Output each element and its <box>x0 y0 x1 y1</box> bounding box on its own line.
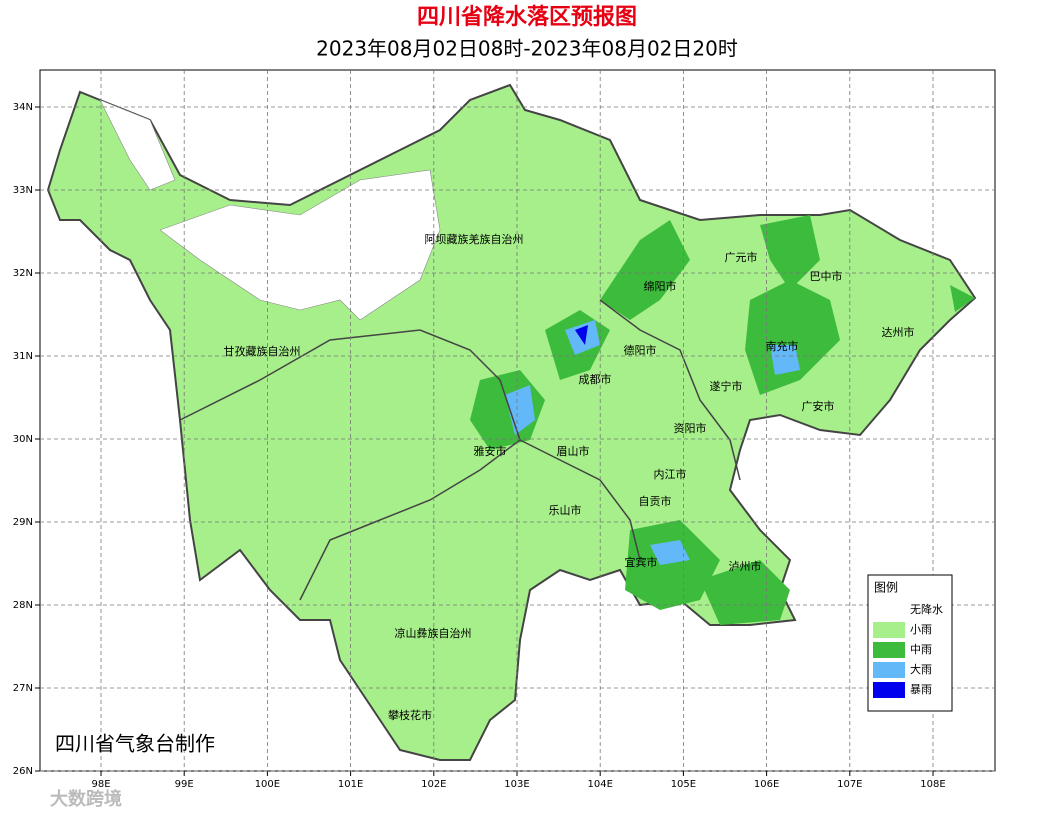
lat-label: 26N <box>13 766 33 777</box>
region-label: 攀枝花市 <box>388 708 432 722</box>
region-label: 绵阳市 <box>644 279 677 293</box>
lat-label: 28N <box>13 600 33 611</box>
credit: 四川省气象台制作 <box>55 732 215 756</box>
lon-label: 99E <box>175 779 194 790</box>
legend-swatch <box>873 662 905 678</box>
lat-label: 29N <box>13 517 33 528</box>
lat-label: 31N <box>13 351 33 362</box>
watermark: 大数跨境 <box>50 788 122 810</box>
legend-label: 无降水 <box>910 602 943 616</box>
lon-label: 108E <box>920 779 945 790</box>
region-label: 广元市 <box>725 250 758 264</box>
region-label: 甘孜藏族自治州 <box>224 344 301 358</box>
lat-label: 34N <box>13 102 33 113</box>
legend-swatch <box>873 682 905 698</box>
region-label: 宜宾市 <box>625 555 658 569</box>
lon-label: 104E <box>587 779 612 790</box>
region-label: 自贡市 <box>639 494 672 508</box>
lon-label: 106E <box>754 779 779 790</box>
region-label: 遂宁市 <box>710 379 743 393</box>
lon-label: 102E <box>421 779 446 790</box>
region-label: 泸州市 <box>729 559 762 573</box>
title: 四川省降水落区预报图 <box>417 5 637 30</box>
legend-swatch <box>873 642 905 658</box>
province-shape <box>46 83 977 761</box>
lon-label: 105E <box>671 779 696 790</box>
lon-label: 103E <box>504 779 529 790</box>
region-label: 南充市 <box>766 339 799 353</box>
lat-label: 32N <box>13 268 33 279</box>
region-label: 德阳市 <box>624 343 657 357</box>
region-label: 资阳市 <box>674 421 707 435</box>
region-label: 广安市 <box>802 399 835 413</box>
subtitle: 2023年08月02日08时-2023年08月02日20时 <box>316 37 738 61</box>
legend-label: 小雨 <box>910 623 932 636</box>
lon-label: 100E <box>255 779 280 790</box>
region-label: 内江市 <box>654 467 687 481</box>
region-label: 达州市 <box>882 325 915 339</box>
legend-label: 中雨 <box>910 643 932 656</box>
legend-label: 大雨 <box>910 662 932 676</box>
legend-swatch <box>873 602 905 618</box>
region-label: 凉山彝族自治州 <box>395 626 472 640</box>
legend-swatch <box>873 622 905 638</box>
region-label: 成都市 <box>579 372 612 386</box>
region-label: 雅安市 <box>474 444 507 458</box>
region-label: 眉山市 <box>557 444 590 458</box>
lon-label: 107E <box>837 779 862 790</box>
region-label: 乐山市 <box>549 503 582 517</box>
lat-label: 27N <box>13 683 33 694</box>
lat-label: 33N <box>13 185 33 196</box>
lon-label: 101E <box>338 779 363 790</box>
labels: 98E 99E 100E 101E 102E 103E 104E 105E 106E 107E 10… <box>13 102 946 790</box>
legend-label: 暴雨 <box>910 683 932 696</box>
region-label: 巴中市 <box>810 269 843 283</box>
region-label: 阿坝藏族羌族自治州 <box>425 232 524 246</box>
legend-title: 图例 <box>874 581 898 595</box>
graticule <box>35 70 995 776</box>
lat-label: 30N <box>13 434 33 445</box>
lon-label: 98E <box>91 779 110 790</box>
